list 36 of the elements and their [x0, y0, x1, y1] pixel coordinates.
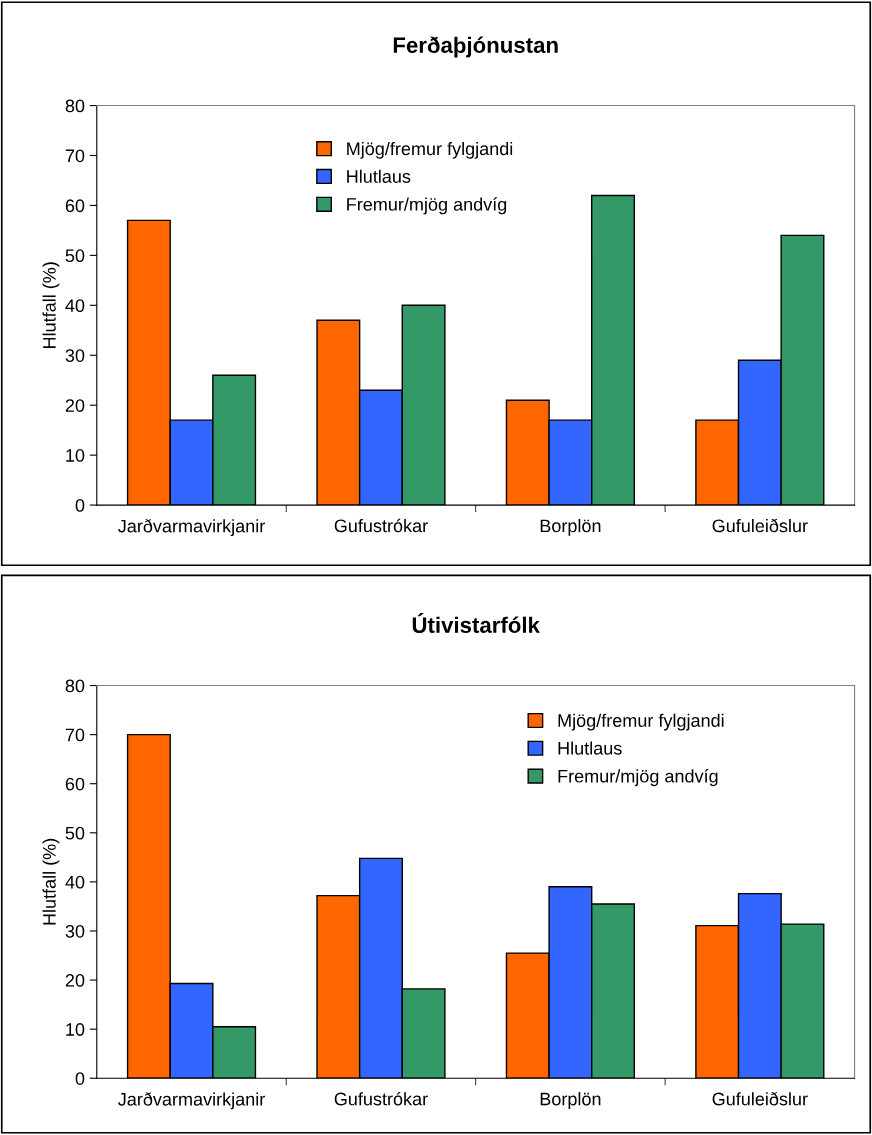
- chart-title: Útivistarfólk: [412, 613, 540, 633]
- y-tick-label: 20: [65, 974, 85, 987]
- x-tick-label: Jarðvarmavirkjanir: [118, 518, 265, 537]
- y-tick-label: 60: [65, 777, 85, 791]
- x-tick-label: Gufuleiðslur: [712, 1091, 808, 1106]
- y-tick-label: 80: [65, 99, 85, 113]
- legend-label: Mjög/fremur fylgjandi: [347, 141, 513, 159]
- legend-label: Fremur/mjög andvíg: [347, 197, 507, 215]
- y-axis-title: Hlutfall (%): [42, 838, 60, 925]
- legend-label: Mjög/fremur fylgjandi: [558, 713, 724, 731]
- y-tick-label: 60: [65, 199, 85, 213]
- y-tick-label: 70: [65, 149, 85, 163]
- y-tick-label: 0: [75, 1072, 85, 1085]
- x-tick-label: Gufuleiðslur: [712, 518, 808, 533]
- y-tick-label: 20: [65, 399, 85, 412]
- x-tick-label: Gufustrókar: [334, 1091, 428, 1106]
- legend-label: Fremur/mjög andvíg: [558, 769, 718, 787]
- y-tick-label: 50: [65, 249, 85, 263]
- x-tick-label: Jarðvarmavirkjanir: [118, 1092, 265, 1110]
- x-tick-label: Borplön: [540, 1092, 601, 1109]
- chart-title: Ferðaþjónustan: [393, 36, 558, 58]
- y-tick-label: 40: [65, 875, 85, 889]
- y-tick-label: 0: [75, 499, 85, 512]
- legend-label: Hlutlaus: [347, 169, 411, 183]
- y-tick-label: 30: [65, 349, 85, 362]
- y-tick-label: 50: [65, 826, 85, 840]
- y-tick-label: 80: [65, 679, 85, 693]
- y-tick-label: 10: [66, 1023, 85, 1036]
- y-tick-label: 30: [65, 924, 85, 938]
- x-tick-label: Borplön: [540, 518, 601, 536]
- y-tick-label: 40: [65, 299, 85, 313]
- legend-label: Hlutlaus: [558, 741, 622, 755]
- x-tick-label: Gufustrókar: [334, 518, 428, 533]
- y-tick-label: 70: [65, 728, 85, 742]
- y-axis-title: Hlutfall (%): [42, 262, 60, 348]
- y-tick-label: 10: [66, 449, 85, 462]
